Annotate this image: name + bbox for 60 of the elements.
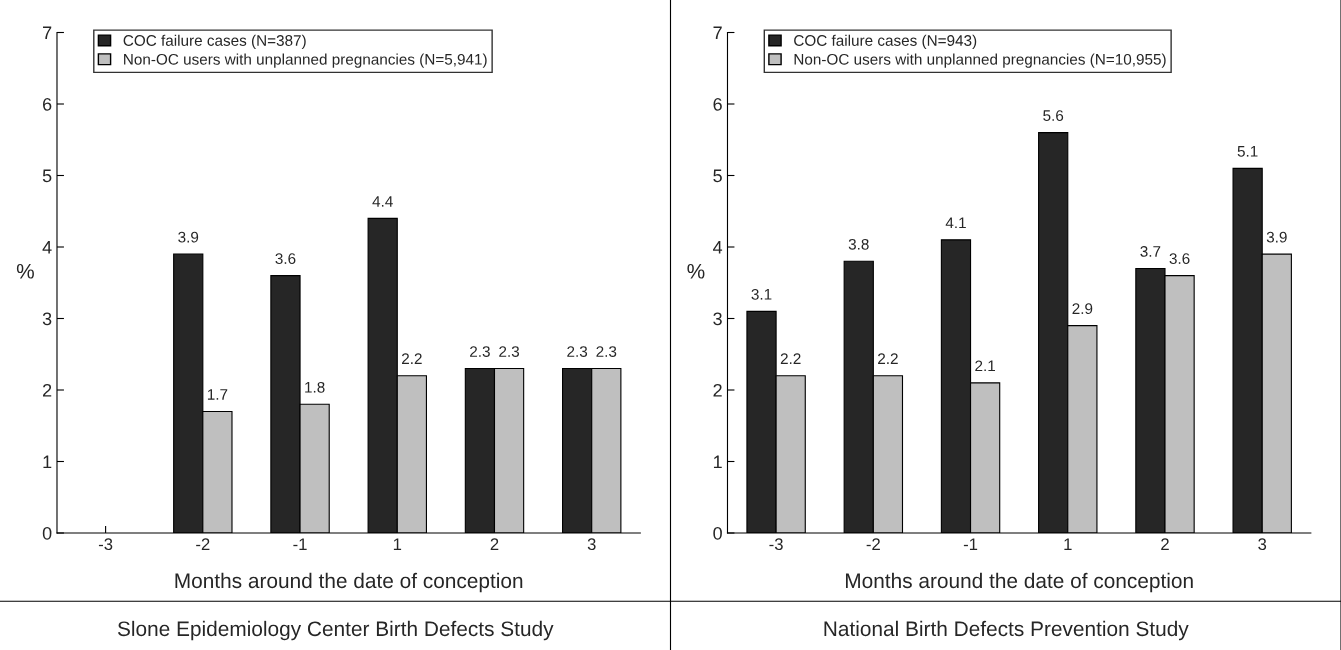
data-label: 2.3 <box>499 346 520 357</box>
data-label: 2.3 <box>470 346 490 357</box>
x-axis-title: Months around the date of conception <box>175 572 523 593</box>
data-label: 3.1 <box>751 288 772 300</box>
x-tick-label: 3 <box>587 538 596 551</box>
legend-label: COC failure cases (N=943) <box>794 34 977 49</box>
y-tick-label: 6 <box>713 97 722 111</box>
data-label: 2.1 <box>975 360 996 372</box>
data-label: 3.8 <box>848 238 869 250</box>
legend-label: Non-OC users with unplanned pregnancies (N=5,941) <box>124 53 487 68</box>
y-tick-label: 1 <box>713 455 722 469</box>
y-tick-label: 4 <box>713 241 723 254</box>
y-tick-label: 3 <box>42 312 52 326</box>
x-tick-label: -1 <box>963 538 978 550</box>
y-tick-label: 7 <box>713 26 722 40</box>
y-tick-label: 0 <box>713 526 722 540</box>
data-label: 5.6 <box>1043 110 1064 121</box>
legend-label: Non-OC users with unplanned pregnancies (N=10,955) <box>794 53 1166 68</box>
data-label: 3.9 <box>1266 231 1287 243</box>
x-tick-label: 3 <box>1258 538 1267 551</box>
y-tick-label: 6 <box>43 97 52 111</box>
x-tick-label: -2 <box>866 538 880 550</box>
data-label: 4.1 <box>945 217 966 229</box>
text: Slone Epidemiology Center Birth Defects Study <box>117 620 554 641</box>
y-tick-label: 3 <box>713 312 722 326</box>
y-tick-label: 7 <box>43 26 52 40</box>
data-label: 2.2 <box>402 353 422 364</box>
y-tick-label: 2 <box>43 383 52 397</box>
x-tick-label: 1 <box>1064 538 1072 550</box>
y-tick-label: 2 <box>713 383 722 397</box>
y-tick-label: 5 <box>42 169 52 183</box>
x-tick-label: -2 <box>196 538 210 550</box>
y-axis-title: % <box>687 263 705 279</box>
x-tick-label: 1 <box>393 538 402 550</box>
x-tick-label: 2 <box>490 538 499 550</box>
y-tick-label: 4 <box>42 241 52 254</box>
x-axis-title: Months around the date of conception <box>845 572 1193 593</box>
y-tick-label: 1 <box>43 455 52 469</box>
y-tick-label: 5 <box>713 169 722 183</box>
data-label: 2.2 <box>878 353 898 364</box>
data-label: 3.6 <box>1169 253 1190 264</box>
x-tick-label: -1 <box>293 538 307 550</box>
y-axis-title: % <box>16 263 34 279</box>
data-label: 4.4 <box>372 196 393 207</box>
data-label: 2.2 <box>780 353 801 364</box>
data-label: 2.3 <box>596 346 617 357</box>
data-label: 5.1 <box>1237 146 1258 157</box>
data-label: 3.6 <box>275 253 296 264</box>
legend-label: COC failure cases (N=387) <box>123 34 306 49</box>
data-label: 1.7 <box>207 389 228 400</box>
data-label: 3.9 <box>178 231 199 243</box>
data-label: 2.9 <box>1072 303 1093 315</box>
data-label: 3.7 <box>1140 246 1161 257</box>
y-tick-label: 0 <box>42 526 52 540</box>
text: National Birth Defects Prevention Study <box>824 620 1189 641</box>
x-tick-label: 2 <box>1161 538 1169 550</box>
data-label: 2.3 <box>567 346 588 357</box>
x-tick-label: -3 <box>98 538 113 551</box>
x-tick-label: -3 <box>769 538 783 551</box>
data-label: 1.8 <box>305 381 325 393</box>
